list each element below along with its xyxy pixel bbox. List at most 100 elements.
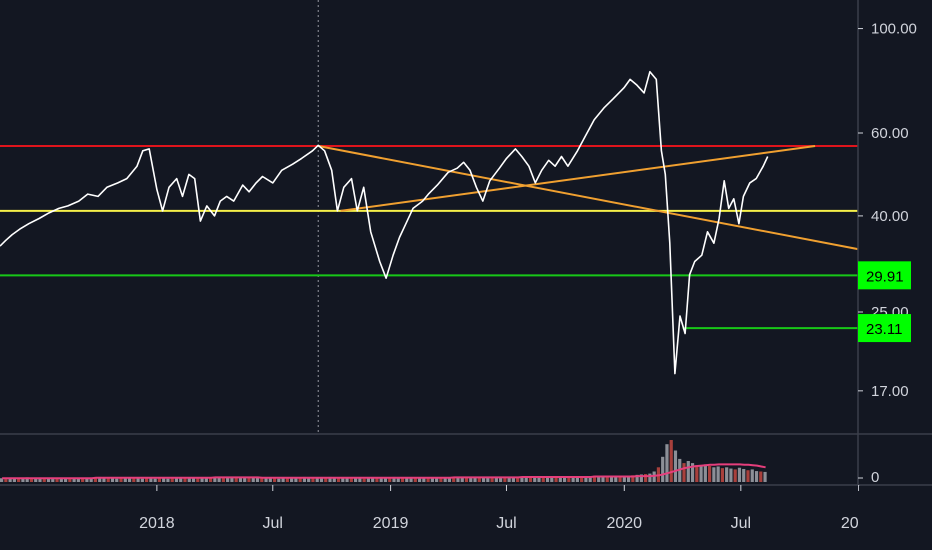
volume-bar (51, 479, 55, 482)
volume-bar (759, 471, 763, 482)
volume-bar (268, 477, 272, 482)
volume-bar (716, 466, 720, 482)
volume-bar (720, 468, 725, 482)
volume-bar (631, 475, 635, 482)
price-pane[interactable] (0, 0, 859, 432)
trend-line-ascending[interactable] (340, 145, 816, 212)
volume-bar (490, 477, 494, 482)
volume-bar (179, 477, 183, 482)
volume-bar (302, 476, 307, 482)
volume-bar (742, 468, 746, 482)
volume-bar (507, 477, 511, 482)
volume-bar (725, 467, 729, 482)
trend-line-descending[interactable] (318, 145, 859, 251)
volume-bar (132, 477, 136, 482)
volume-bar (55, 478, 59, 482)
volume-bar (460, 477, 464, 482)
volume-bar (315, 478, 319, 482)
volume-bar (208, 477, 213, 482)
volume-bar (213, 476, 217, 482)
volume-bar (618, 476, 622, 482)
volume-bar (115, 478, 119, 482)
volume-bar (426, 477, 430, 482)
volume-bar (626, 475, 631, 482)
price-label-badge (858, 314, 911, 343)
volume-bar (584, 476, 588, 482)
volume-bar (127, 477, 132, 482)
volume-bar (200, 477, 204, 482)
volume-bar (362, 478, 366, 482)
volume-bar (503, 477, 507, 482)
volume-bar (324, 477, 328, 482)
volume-bar (46, 478, 51, 482)
volume-bar (123, 477, 127, 482)
volume-bar (430, 477, 434, 482)
x-tick-label: Jul (731, 515, 751, 532)
volume-bar (695, 465, 699, 482)
volume-bar (110, 478, 115, 482)
volume-bar (473, 477, 477, 482)
volume-bar (746, 470, 750, 482)
volume-axis-label: 0 (871, 469, 879, 486)
x-tick-label: Jul (263, 515, 283, 532)
volume-bar (145, 477, 149, 482)
volume-bar (571, 476, 575, 482)
volume-bar (63, 478, 68, 482)
volume-bar (89, 478, 93, 482)
volume-bar (494, 476, 498, 482)
volume-bar (93, 477, 98, 482)
volume-bar (226, 477, 230, 482)
volume-bar (149, 478, 153, 482)
volume-bar (388, 477, 392, 482)
volume-bar (562, 476, 567, 482)
volume-bar (486, 477, 490, 482)
volume-bar (511, 476, 516, 482)
volume-bar (298, 477, 302, 482)
volume-bar (38, 477, 42, 482)
volume-bar (0, 478, 4, 482)
volume-bar (754, 471, 759, 482)
volume-bar (605, 476, 609, 482)
volume-bar (371, 477, 375, 482)
volume-bar (196, 477, 200, 482)
volume-bar (157, 478, 162, 482)
volume-bar (682, 463, 686, 482)
volume-ma-line (2, 463, 766, 480)
volume-bar (272, 478, 277, 482)
volume-bar (328, 476, 332, 482)
volume-bar (136, 478, 140, 482)
volume-bar (597, 476, 601, 482)
volume-bar (264, 477, 268, 482)
volume-bar (4, 479, 8, 482)
volume-bar (763, 471, 767, 482)
x-tick-label: 2019 (373, 515, 409, 532)
volume-bar (59, 477, 63, 482)
volume-bar (733, 469, 737, 482)
volume-bar (102, 478, 106, 482)
volume-bar (417, 477, 422, 482)
volume-bar (588, 476, 592, 482)
volume-bar (477, 476, 481, 482)
volume-bar (379, 478, 383, 482)
volume-bar (392, 476, 396, 482)
volume-bar (383, 477, 388, 482)
volume-bar (217, 477, 221, 482)
volume-bar (712, 467, 716, 482)
volume-bar (456, 477, 460, 482)
volume-bar (558, 476, 562, 482)
volume-pane[interactable] (0, 440, 767, 482)
volume-bar (439, 478, 443, 482)
volume-bar (464, 477, 469, 482)
volume-bar (119, 478, 123, 482)
price-label-text: 23.11 (866, 321, 902, 338)
volume-bar (187, 478, 191, 482)
volume-bar (170, 478, 174, 482)
volume-bar (174, 477, 179, 482)
volume-bar (285, 478, 289, 482)
volume-bar (290, 477, 294, 482)
volume-bar (294, 477, 298, 482)
volume-bar (737, 467, 742, 482)
volume-bar (541, 477, 545, 482)
